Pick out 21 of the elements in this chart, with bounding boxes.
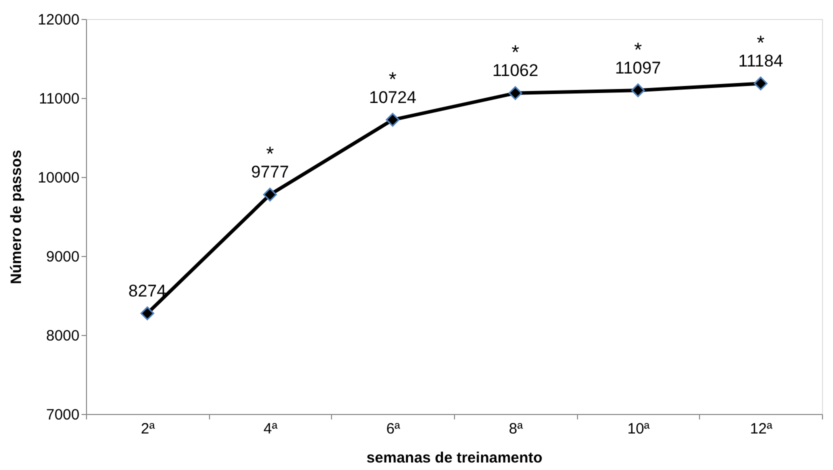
x-axis-title: semanas de treinamento [366, 450, 542, 466]
point [386, 112, 400, 127]
x-tick-label: 8ª [508, 420, 524, 438]
x-tick-label: 2ª [140, 420, 156, 438]
point [140, 306, 154, 320]
x-tick-label: 10ª [627, 420, 650, 438]
x-tick-label: 12ª [750, 420, 773, 438]
point [631, 83, 645, 98]
y-tick-label: 10000 [38, 170, 80, 186]
y-tick-label: 8000 [46, 328, 80, 344]
data-label: 8274 [128, 281, 166, 300]
y-tick-label: 11000 [38, 90, 80, 108]
x-tick-label: 6ª [386, 420, 401, 438]
y-axis-title: Número de passos [8, 150, 25, 284]
point [263, 188, 277, 202]
point [508, 86, 522, 100]
point [754, 76, 768, 90]
y-tick-label: 12000 [38, 12, 80, 28]
y-tick-label: 7000 [46, 406, 80, 424]
y-tick-label: 9000 [46, 248, 80, 266]
x-tick-label: 4ª [264, 420, 278, 438]
